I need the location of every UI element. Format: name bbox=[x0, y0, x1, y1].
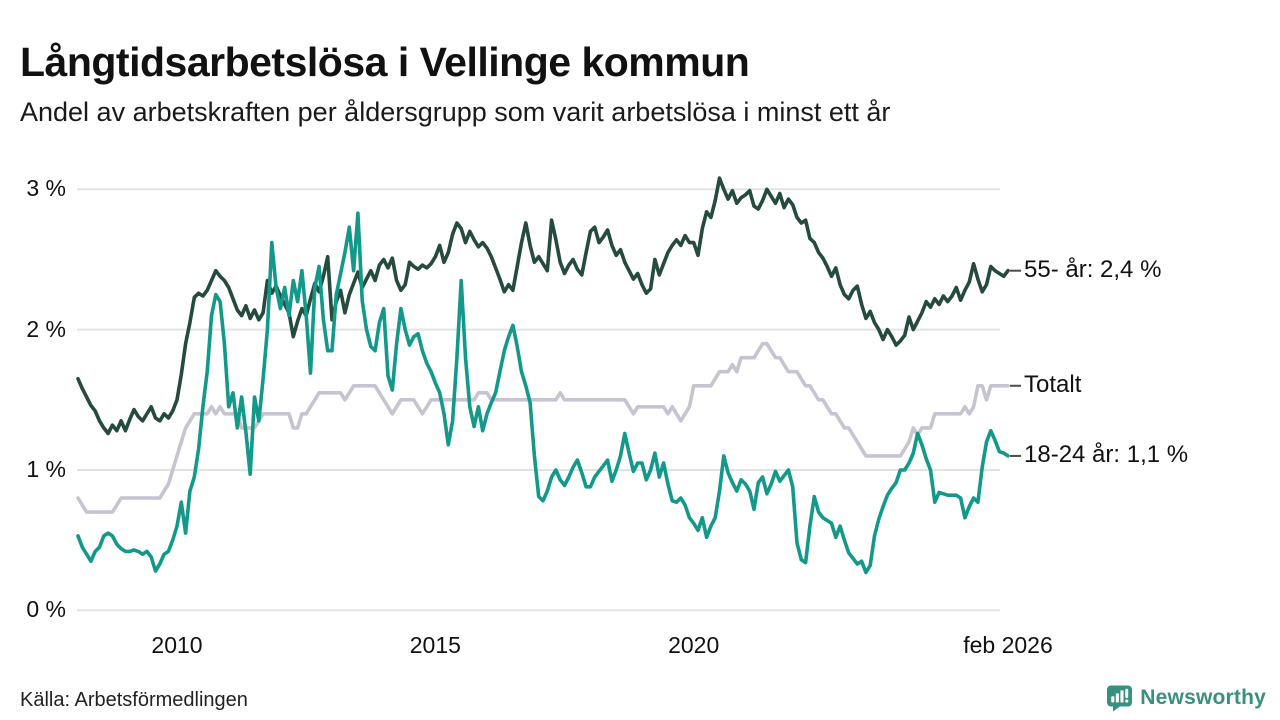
x-axis-label-2015: 2015 bbox=[409, 632, 461, 658]
y-axis-label-1: 1 % bbox=[26, 455, 66, 482]
y-axis-label-2: 2 % bbox=[26, 315, 66, 342]
y-axis-label-0: 0 % bbox=[26, 596, 66, 623]
x-axis-label-feb-2026: feb 2026 bbox=[963, 632, 1053, 658]
series-label-55plus: 55- år: 2,4 % bbox=[1024, 255, 1162, 283]
y-axis-label-3: 3 % bbox=[26, 175, 66, 202]
chart-subtitle: Andel av arbetskraften per åldersgrupp s… bbox=[20, 97, 891, 127]
page-title: Långtidsarbetslösa i Vellinge kommun bbox=[20, 39, 750, 86]
line-series-55--år bbox=[76, 176, 1010, 436]
x-axis-label-2020: 2020 bbox=[668, 632, 720, 658]
series-label-18-24: 18-24 år: 1,1 % bbox=[1024, 440, 1189, 468]
line-series-18-24-år bbox=[76, 211, 1010, 575]
source-text: Källa: Arbetsförmedlingen bbox=[20, 689, 248, 711]
newsworthy-branding: Newsworthy bbox=[1105, 684, 1266, 712]
x-axis-label-2010: 2010 bbox=[151, 632, 203, 658]
series-label-totalt: Totalt bbox=[1024, 370, 1082, 398]
newsworthy-wordmark: Newsworthy bbox=[1140, 686, 1266, 709]
newsworthy-chart-bubble-icon bbox=[1107, 685, 1133, 712]
line-series-Totalt bbox=[76, 341, 1010, 514]
